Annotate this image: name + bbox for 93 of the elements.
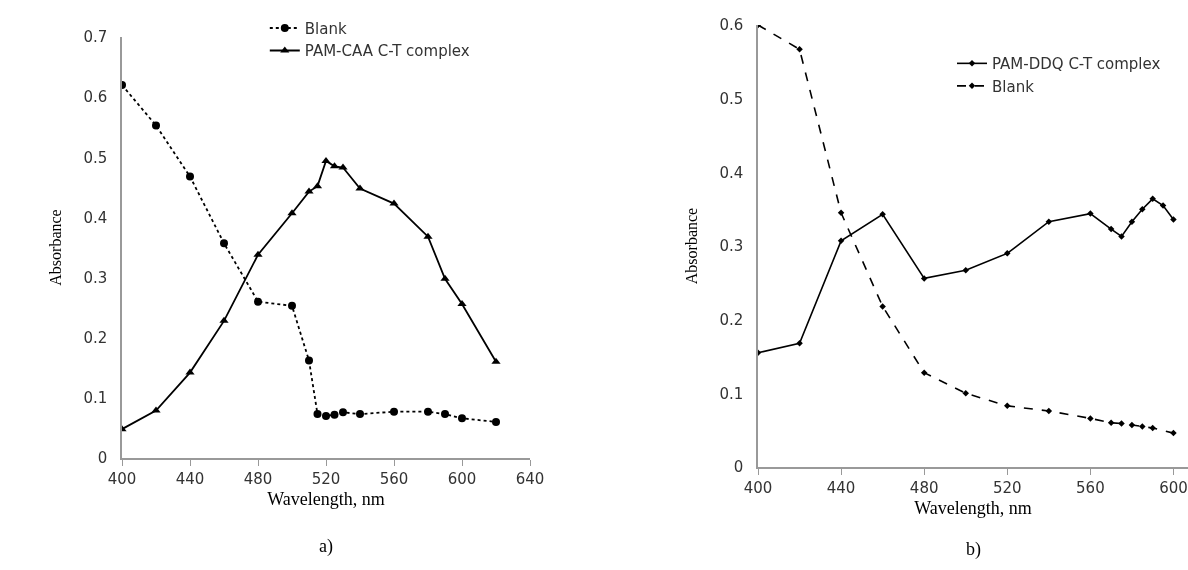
- y-tick-label: 0.5: [719, 89, 744, 108]
- point: [355, 184, 365, 191]
- point: [1045, 218, 1053, 225]
- point: [796, 46, 803, 53]
- point: [1107, 419, 1115, 427]
- point: [491, 357, 501, 364]
- x-tick-label: 560: [379, 469, 409, 488]
- x-tick-label: 480: [909, 478, 939, 497]
- y-tick-label: 0: [97, 449, 108, 468]
- y-tick-label: 0.6: [83, 88, 108, 107]
- point: [457, 300, 467, 307]
- x-tick-label: 600: [447, 469, 477, 488]
- point: [920, 275, 928, 282]
- x-axis-title: Wavelength, nm: [267, 489, 385, 510]
- point: [321, 156, 331, 163]
- point: [1107, 225, 1115, 233]
- point: [322, 411, 330, 420]
- point: [796, 339, 803, 347]
- point: [339, 408, 347, 417]
- point: [313, 410, 322, 419]
- x-tick-label: 440: [826, 478, 856, 497]
- y-tick-label: 0.1: [719, 384, 744, 403]
- point: [287, 209, 297, 216]
- x-tick-label: 640: [515, 469, 545, 488]
- point: [220, 239, 228, 248]
- point: [253, 250, 263, 257]
- text: a): [319, 536, 333, 557]
- legend-label: Blank: [992, 77, 1035, 96]
- y-tick-label: 0.6: [719, 16, 744, 35]
- point: [1004, 402, 1011, 410]
- point: [1118, 233, 1125, 240]
- x-tick-label: 400: [743, 478, 773, 497]
- x-tick-label: 600: [1159, 478, 1188, 497]
- y-tick-label: 0.4: [83, 208, 108, 227]
- point: [1128, 421, 1136, 429]
- y-axis-title: Absorbance: [46, 209, 64, 286]
- point: [1004, 250, 1011, 257]
- legend-label: Blank: [304, 19, 347, 38]
- y-tick-label: 0.1: [83, 389, 108, 408]
- point: [219, 316, 229, 323]
- y-axis-title: Absorbance: [682, 207, 700, 285]
- x-tick-label: 520: [992, 478, 1022, 497]
- point: [962, 390, 969, 397]
- point: [1139, 205, 1146, 213]
- point: [837, 237, 845, 245]
- x-axis-title: Wavelength, nm: [914, 498, 1032, 519]
- point: [152, 121, 160, 130]
- point: [305, 356, 313, 365]
- legend-label: PAM-DDQ C-T complex: [992, 55, 1161, 74]
- point: [304, 187, 314, 194]
- y-tick-label: 0: [733, 458, 744, 477]
- y-tick-label: 0.2: [83, 328, 108, 347]
- point: [1139, 423, 1146, 430]
- point: [1087, 210, 1094, 217]
- point: [441, 410, 449, 419]
- x-tick-label: 520: [311, 469, 341, 488]
- legend-label: PAM-CAA C-T complex: [304, 42, 470, 61]
- point: [879, 303, 886, 310]
- point: [1149, 195, 1156, 203]
- point: [1128, 218, 1136, 225]
- point: [288, 301, 296, 310]
- point: [356, 410, 364, 419]
- point: [1045, 407, 1053, 415]
- y-tick-label: 0.3: [719, 237, 744, 256]
- text: b): [966, 539, 981, 560]
- point: [390, 407, 398, 416]
- point: [1118, 420, 1125, 427]
- point: [492, 417, 500, 426]
- y-tick-label: 0.4: [719, 163, 744, 182]
- point: [185, 368, 195, 375]
- point: [254, 297, 262, 306]
- point: [423, 232, 433, 239]
- point: [389, 199, 399, 206]
- y-tick-label: 0.5: [83, 148, 108, 167]
- point: [424, 407, 432, 416]
- y-tick-label: 0.2: [719, 310, 744, 329]
- point: [1087, 415, 1094, 422]
- x-tick-label: 560: [1076, 478, 1105, 497]
- y-tick-label: 0.3: [83, 268, 108, 287]
- point: [1170, 216, 1177, 223]
- point: [338, 163, 348, 170]
- x-tick-label: 400: [107, 469, 137, 488]
- x-tick-label: 440: [175, 469, 205, 488]
- point: [440, 274, 450, 281]
- point: [458, 414, 466, 423]
- point: [837, 209, 845, 217]
- point: [920, 369, 928, 376]
- point: [186, 172, 194, 181]
- point: [962, 267, 969, 274]
- y-tick-label: 0.7: [83, 28, 108, 47]
- point: [330, 410, 339, 419]
- point: [879, 211, 886, 218]
- x-tick-label: 480: [243, 469, 273, 488]
